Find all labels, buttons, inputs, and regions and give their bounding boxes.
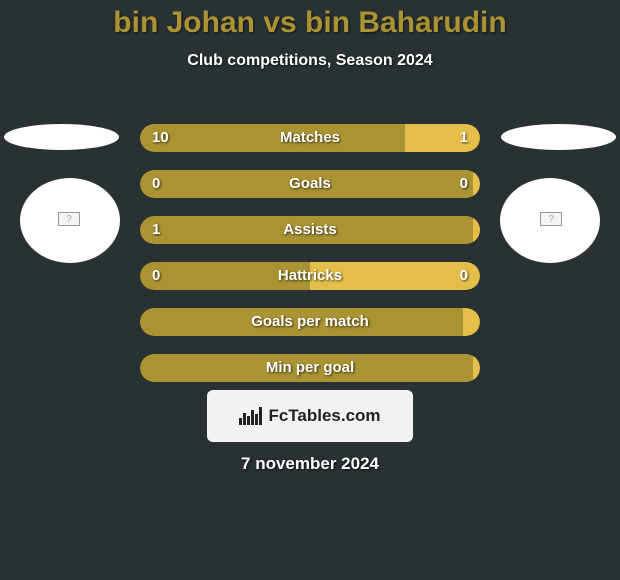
stat-bar: Min per goal <box>140 354 480 382</box>
stat-bar: 101Matches <box>140 124 480 152</box>
player-right-nameplate <box>501 124 616 150</box>
stat-bar: Goals per match <box>140 308 480 336</box>
player-left-flag-icon: ? <box>58 212 80 226</box>
player-right-flag-icon: ? <box>540 212 562 226</box>
player-left-nameplate <box>4 124 119 150</box>
stat-bar-name: Matches <box>140 124 480 152</box>
stat-bar-name: Min per goal <box>140 354 480 382</box>
stat-bars: 101Matches 00Goals 1Assists 00Hattricks Goal… <box>140 124 480 400</box>
page-title: bin Johan vs bin Baharudin <box>0 0 620 40</box>
stat-bar-name: Goals per match <box>140 308 480 336</box>
player-right-name: bin Baharudin <box>305 6 507 39</box>
brand-text: FcTables.com <box>268 406 380 426</box>
stat-bar: 1Assists <box>140 216 480 244</box>
brand-tag: FcTables.com <box>207 390 413 442</box>
stat-bar: 00Goals <box>140 170 480 198</box>
stat-bar-name: Goals <box>140 170 480 198</box>
player-left-name: bin Johan <box>113 6 255 39</box>
brand-text-rest: Tables.com <box>288 406 380 425</box>
stat-bar-name: Assists <box>140 216 480 244</box>
brand-text-bold: Fc <box>268 406 288 425</box>
stat-bar-name: Hattricks <box>140 262 480 290</box>
stat-bar: 00Hattricks <box>140 262 480 290</box>
comparison-infographic: bin Johan vs bin Baharudin Club competit… <box>0 0 620 580</box>
brand-logo-icon <box>239 407 262 425</box>
vs-separator: vs <box>263 6 296 39</box>
footer-date: 7 november 2024 <box>0 454 620 474</box>
subtitle: Club competitions, Season 2024 <box>0 52 620 70</box>
